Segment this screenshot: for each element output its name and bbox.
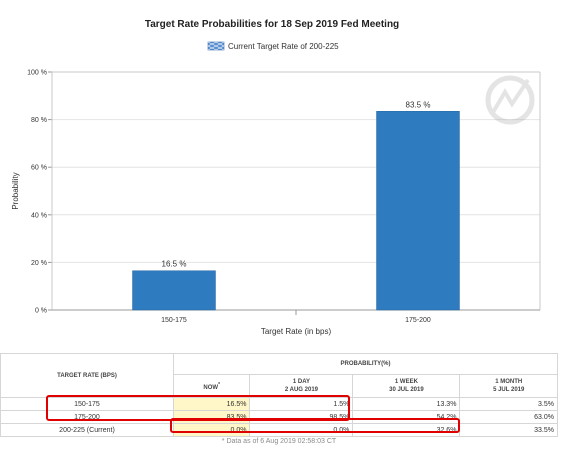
- x-tick-label: 175-200: [405, 317, 431, 324]
- legend-swatch-pattern: [207, 41, 225, 51]
- probability-bar-chart: Target Rate Probabilities for 18 Sep 201…: [11, 19, 541, 336]
- x-tick-label: 150-175: [161, 317, 187, 324]
- gridlines: [52, 71, 540, 263]
- table-row: 200-225 (Current) 0.0% 0.0% 32.6% 33.5%: [0, 423, 558, 437]
- highlight-box-rate-rows: [46, 395, 350, 421]
- col-header-probability: PROBABILITY(%): [173, 353, 558, 375]
- legend[interactable]: Current Target Rate of 200-225: [207, 41, 339, 51]
- watermark-logo-icon: [485, 75, 535, 125]
- table-row: 150-175 16.5% 1.5% 13.3% 3.5%: [0, 397, 558, 411]
- value-cell-now: 16.5%: [172, 397, 251, 411]
- value-cell-1-month: 3.5%: [459, 397, 558, 411]
- rate-cell: 200-225 (Current): [0, 423, 174, 437]
- col-header-1-month: 1 MONTH 5 JUL 2019: [459, 374, 558, 398]
- x-axis-label: Target Rate (in bps): [261, 327, 332, 336]
- col-header-target-rate: TARGET RATE (BPS): [0, 353, 174, 398]
- value-cell-1-month: 33.5%: [459, 423, 558, 437]
- y-tick-label: 20 %: [31, 260, 47, 267]
- y-tick-label: 80 %: [31, 117, 47, 124]
- col-header-1-week: 1 WEEK 30 JUL 2019: [352, 374, 461, 398]
- value-cell-1-week: 13.3%: [352, 397, 461, 411]
- bar-data-label: 16.5 %: [162, 260, 187, 269]
- highlight-box-current-rate-row: [170, 418, 460, 433]
- col-header-now: NOW*: [172, 374, 251, 398]
- y-tick-label: 60 %: [31, 165, 47, 172]
- bar-150-175[interactable]: [132, 270, 216, 311]
- chart-title: Target Rate Probabilities for 18 Sep 201…: [145, 19, 399, 30]
- y-tick-label: 100 %: [27, 70, 47, 77]
- legend-label: Current Target Rate of 200-225: [228, 42, 339, 51]
- y-axis-label: Probability: [11, 172, 20, 209]
- bar-data-label: 83.5 %: [406, 100, 431, 109]
- y-axis-ticks: 0 % 20 % 40 % 60 % 80 % 100 %: [27, 70, 52, 315]
- data-timestamp-footnote: * Data as of 6 Aug 2019 02:58:03 CT: [221, 438, 337, 445]
- y-tick-label: 0 %: [35, 308, 47, 315]
- value-cell-now: 0.0%: [172, 423, 251, 437]
- value-cell-1-month: 63.0%: [459, 410, 558, 424]
- x-axis-ticks: 150-175 175-200: [161, 310, 431, 324]
- bars: 16.5 % 83.5 %: [132, 100, 460, 311]
- bar-175-200[interactable]: [376, 111, 460, 311]
- y-tick-label: 40 %: [31, 212, 47, 219]
